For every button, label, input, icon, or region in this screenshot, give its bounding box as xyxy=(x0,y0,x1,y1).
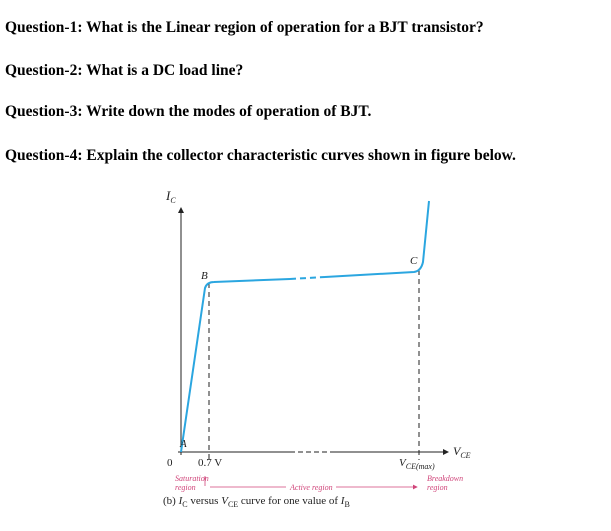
point-label: C xyxy=(410,255,418,267)
region-label: Saturation xyxy=(175,474,209,483)
axis-label: VCE xyxy=(453,444,471,460)
text-part: versus xyxy=(188,495,222,507)
caption: (b) IC versus VCE curve for one value of… xyxy=(163,495,350,509)
text-part: curve for one value of xyxy=(238,495,341,507)
text-part: CE(max) xyxy=(406,462,435,471)
region-label: region xyxy=(175,483,196,492)
curve-gap xyxy=(289,276,326,280)
text-part: C xyxy=(170,196,176,205)
figure: IC VCE A B C 0 0.7 V VCE(max) Saturation… xyxy=(163,188,471,509)
axis-label: IC xyxy=(165,188,176,205)
region-label: Active region xyxy=(289,483,333,492)
text-part: V xyxy=(221,495,229,507)
question: Question-2: What is a DC load line? xyxy=(5,62,243,79)
text-part: I xyxy=(165,188,171,203)
text-part: I xyxy=(340,495,346,507)
origin-label: 0 xyxy=(167,457,173,469)
question: Question-3: Write down the modes of oper… xyxy=(5,103,372,120)
text-part: CE xyxy=(460,451,470,460)
text-part: (b) xyxy=(163,495,179,507)
text-part: V xyxy=(399,457,407,469)
text-part: V xyxy=(453,444,462,458)
text-part: CE xyxy=(228,500,238,509)
text-part: B xyxy=(344,500,349,509)
question: Question-4: Explain the collector charac… xyxy=(5,147,516,164)
tick-label: 0.7 V xyxy=(198,457,222,469)
text-part: I xyxy=(178,495,184,507)
curve xyxy=(180,278,291,453)
point-label: B xyxy=(201,270,208,282)
tick-label: VCE(max) xyxy=(399,457,435,471)
text-part: C xyxy=(182,500,187,509)
curve xyxy=(324,200,430,278)
region-label: region xyxy=(427,483,448,492)
region-label: Breakdown xyxy=(427,474,463,483)
question: Question-1: What is the Linear region of… xyxy=(5,19,484,36)
point-label: A xyxy=(179,438,187,450)
